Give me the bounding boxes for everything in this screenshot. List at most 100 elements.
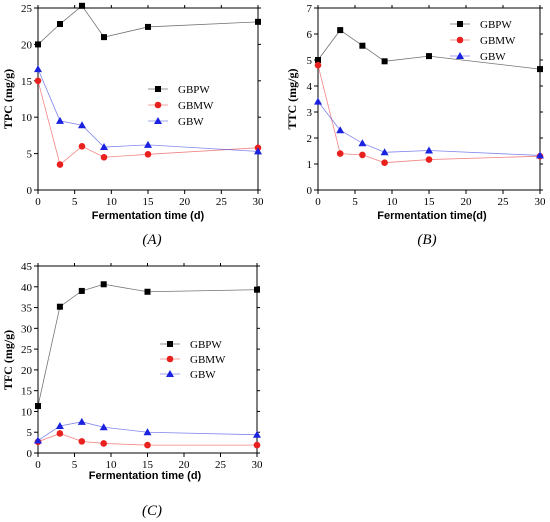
data-point [314,61,322,69]
legend-label: GBW [190,369,216,381]
x-tick-label: 15 [424,196,436,208]
data-point [34,436,42,444]
data-point [34,65,42,73]
legend-label: GBMW [190,354,226,366]
y-tick-label: 1 [307,159,313,171]
x-tick-label: 30 [535,196,547,208]
data-point [34,77,42,85]
legend-item-gbw: GBW [450,51,506,63]
y-tick-label: 20 [21,39,33,51]
legend-marker [155,86,161,92]
data-point [536,151,544,159]
data-point [57,21,63,28]
series-line [37,433,257,446]
data-point [78,121,86,129]
y-tick-label: 5 [27,427,33,439]
y-axis-label: TTC (mg/g) [285,69,299,130]
data-point [77,417,86,425]
x-tick-label: 0 [315,196,321,208]
data-point [426,53,432,60]
series-gbpw [35,2,261,48]
x-tick-label: 20 [461,196,473,208]
y-axis-label: TPC (mg/g) [1,69,15,129]
y-tick-label: 15 [21,76,33,88]
chart-panel-3: 0 5 10 15 20 25 30 0 5 10 15 20 25 30 35 40 45 Fermentati… [1,261,263,519]
data-point [35,403,41,410]
x-tick-label: 25 [215,459,227,471]
data-point [100,153,108,161]
data-point [101,34,107,41]
legend-marker [166,355,174,363]
data-point [144,441,151,449]
x-axis-label: Fermentation time(d) [377,210,487,222]
data-point [315,57,321,63]
legend-item-gbw: GBW [148,116,204,128]
x-tick-label: 10 [106,196,118,208]
y-tick-label: 10 [21,406,33,418]
legend-item-gbmw: GBMW [160,354,226,366]
data-point [314,97,322,105]
y-tick-label: 30 [21,323,33,335]
data-point [78,287,85,294]
data-point [56,303,63,310]
data-point [380,148,389,156]
y-tick-label: 10 [21,112,33,124]
data-point [254,147,262,155]
data-point [359,42,366,49]
legend-label: GBPW [190,339,222,351]
y-tick-label: 7 [307,3,313,15]
data-point [78,143,86,150]
legend-item-gbw: GBW [160,369,216,381]
x-tick-label: 5 [352,196,358,208]
data-point [79,2,85,9]
x-tick-label: 0 [35,196,41,208]
legend-item-gbmw: GBMW [450,35,516,47]
x-tick-label: 10 [387,196,399,208]
data-point [253,441,261,449]
data-point [381,58,388,65]
chart-panel-2: 0 5 10 15 20 25 30 0 1 2 3 4 5 6 7 Fermentation time(d)… [285,3,546,248]
y-tick-label: 40 [21,282,33,294]
data-point [336,150,344,157]
data-point [100,440,107,447]
legend-label: GBPW [480,19,512,31]
legend: GBPW GBMW GBW [450,19,516,63]
panel-label: (A) [142,232,161,248]
x-tick-label: 20 [179,196,191,208]
y-tick-label: 4 [307,81,313,93]
series-line [317,65,541,164]
x-tick-label: 15 [143,196,155,208]
legend: GBPW GBMW GBW [148,84,214,128]
data-point [337,27,344,34]
data-point [358,139,367,147]
data-point [100,281,107,288]
series-line [317,29,541,70]
legend-marker [456,36,464,44]
x-axis-label: Fermentation time (d) [89,470,202,482]
legend-item-gbmw: GBMW [148,100,214,112]
chart-panel-1: 0 5 10 15 20 25 30 0 5 10 15 20 25 Fermentation time … [1,2,264,248]
legend-label: GBW [480,51,506,63]
y-tick-label: 15 [21,386,33,398]
series-line [37,5,259,45]
data-point [255,18,261,25]
data-point [336,126,345,134]
x-tick-label: 30 [252,459,264,471]
series-gbw [314,97,544,159]
legend-marker [154,101,162,109]
x-tick-label: 0 [35,459,41,471]
series-line [37,283,258,407]
y-tick-label: 2 [307,133,313,145]
y-axis-label: TFC (mg/g) [1,330,15,390]
data-point [56,430,64,437]
x-tick-label: 20 [179,459,191,471]
data-point [425,146,433,154]
legend-label: GBMW [178,100,214,112]
y-tick-label: 25 [21,3,33,15]
legend-marker [457,21,463,27]
y-tick-label: 6 [307,29,313,41]
legend-item-gbpw: GBPW [450,19,512,31]
data-point [145,23,151,30]
series-gbpw [315,27,543,73]
